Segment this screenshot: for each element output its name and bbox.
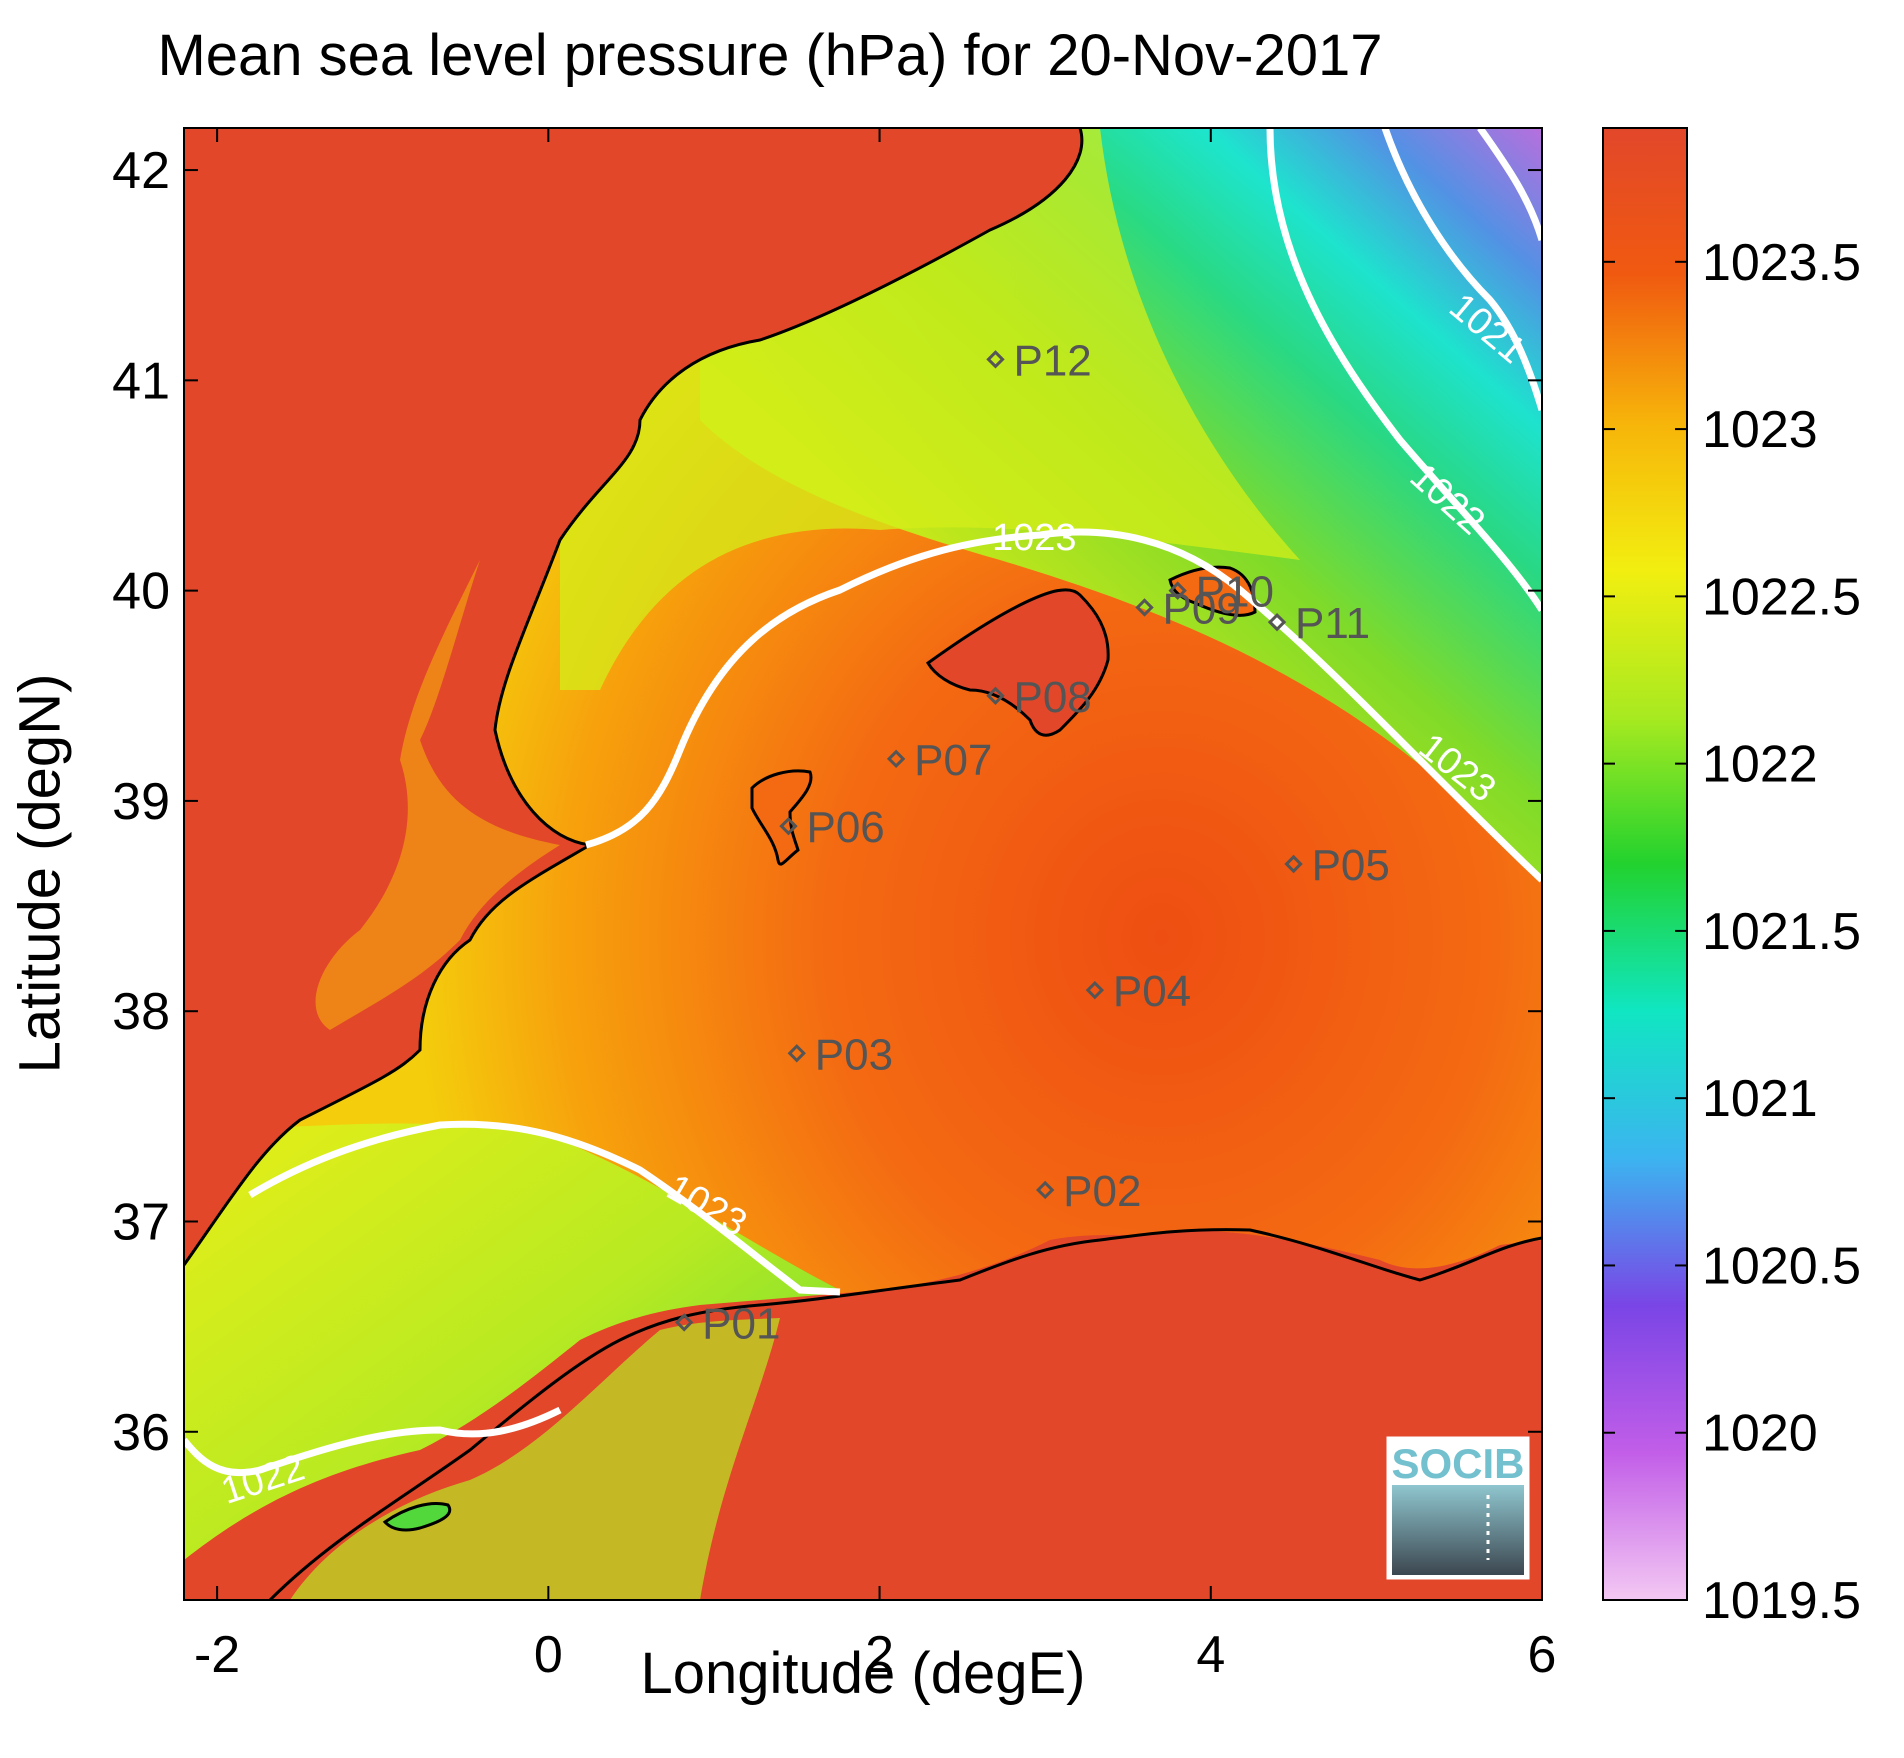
island-mallorca	[926, 588, 1110, 737]
station-label: P09	[1163, 584, 1241, 633]
axes: -2 0 2 4 6 36 37 38 39 40 41 42	[112, 128, 1556, 1684]
station-marker	[1168, 581, 1187, 600]
station-label: P01	[702, 1299, 780, 1348]
x-tick-label: 6	[1528, 1626, 1557, 1684]
land-coastal-band	[315, 560, 560, 1030]
y-tick-label: 38	[112, 983, 170, 1041]
station-marker	[1035, 1180, 1055, 1200]
station-label: P02	[1063, 1167, 1141, 1216]
station-label: P11	[1295, 599, 1370, 648]
coastline-iberia	[184, 128, 1084, 1266]
x-tick-label: -2	[194, 1626, 240, 1684]
station-marker	[674, 1313, 694, 1332]
station-label: P08	[1013, 673, 1091, 722]
station-marker	[787, 1044, 806, 1063]
colorbar-tick-label: 1022.5	[1702, 568, 1861, 626]
station-marker	[1135, 598, 1154, 617]
station-marker	[986, 686, 1005, 705]
station-marker	[1284, 854, 1303, 874]
x-axis-label: Longitude (degE)	[640, 1641, 1086, 1706]
island-small	[382, 1502, 452, 1532]
station-label: P04	[1113, 967, 1191, 1016]
y-tick-label: 39	[112, 773, 170, 831]
plot-frame	[183, 127, 1543, 1601]
x-tick-label: 4	[1196, 1626, 1225, 1684]
x-tick-label: 0	[534, 1626, 563, 1684]
y-tick-label: 42	[112, 142, 170, 200]
contour-label: 1023	[992, 517, 1077, 559]
contour-1020-ne	[1477, 128, 1542, 242]
contour-1023-balearic	[585, 528, 1542, 883]
contour-1023-south	[248, 1120, 841, 1296]
station-label: P05	[1312, 841, 1390, 890]
colorbar	[1602, 127, 1688, 1601]
station-marker	[779, 816, 798, 836]
station-label: P06	[806, 803, 884, 852]
colorbar-tick-label: 1021	[1702, 1070, 1818, 1128]
station-marker	[1267, 612, 1287, 632]
island-ibiza	[750, 769, 813, 866]
socib-logo: SOCIB	[1386, 1436, 1530, 1580]
colorbar-tick-label: 1020	[1702, 1405, 1818, 1463]
colorbar-tick-label: 1020.5	[1702, 1237, 1861, 1295]
station-label: P12	[1013, 336, 1091, 385]
station-marker	[1085, 980, 1105, 1000]
contour-1022-sw	[184, 1406, 562, 1477]
station-marker	[986, 350, 1005, 369]
colorbar-tick-label: 1021.5	[1702, 903, 1861, 961]
y-tick-label: 37	[112, 1193, 170, 1251]
station-label: P07	[914, 736, 992, 785]
colorbar-ticks: 1019.5 1020 1020.5 1021 1021.5 1022 1022.5 1023…	[1603, 234, 1861, 1630]
colorbar-tick-label: 1023.5	[1702, 234, 1861, 292]
x-tick-label: 2	[865, 1626, 894, 1684]
socib-logo-text: SOCIB	[1391, 1440, 1524, 1487]
contour-1022-ne	[1266, 128, 1542, 612]
y-tick-label: 36	[112, 1404, 170, 1462]
station-marker	[886, 749, 906, 769]
y-tick-label: 40	[112, 563, 170, 621]
station-label: P10	[1196, 568, 1274, 617]
colorbar-tick-label: 1019.5	[1702, 1572, 1861, 1630]
colorbar-tick-label: 1022	[1702, 736, 1818, 794]
map-layers: 1023 1023 1023 1022 1021 1022 P01P02P03P…	[184, 128, 1542, 1600]
contour-1021-ne	[1381, 128, 1542, 412]
station-label: P03	[815, 1030, 893, 1079]
colorbar-tick-label: 1023	[1702, 401, 1818, 459]
y-tick-label: 41	[112, 352, 170, 410]
map-title: Mean sea level pressure (hPa) for 20-Nov…	[157, 23, 1383, 88]
